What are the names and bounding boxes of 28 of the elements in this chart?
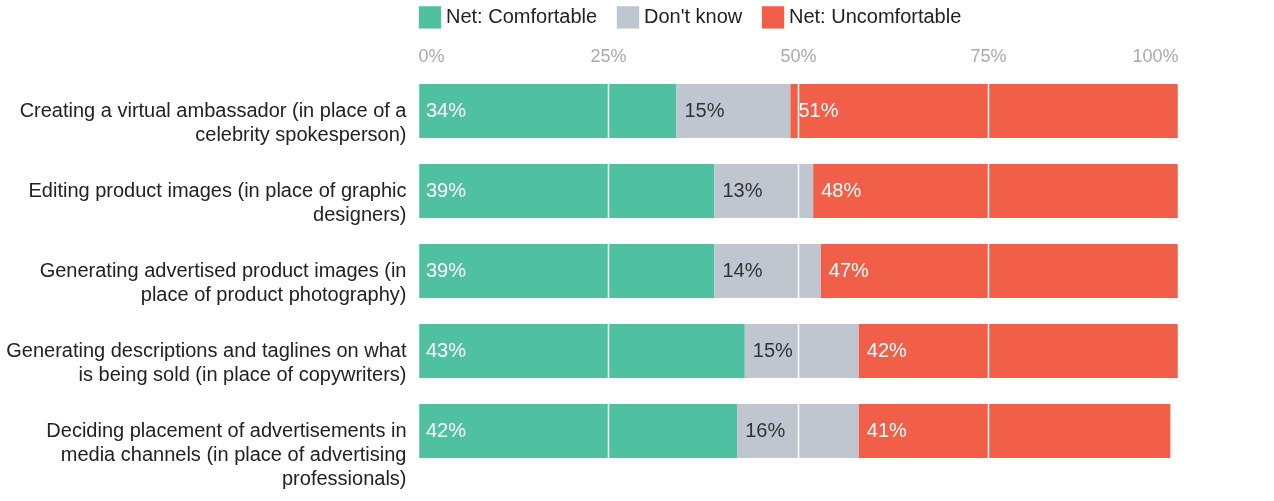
data-label: 15% xyxy=(752,339,794,361)
data-label: 48% xyxy=(821,179,862,201)
y-tick-label: Creating a virtual ambassador (in place of a celebrity spokesperson) xyxy=(19,99,408,145)
x-tick-label: 100% xyxy=(1132,45,1179,66)
x-tick-label: 50% xyxy=(780,45,817,66)
data-label: 15% xyxy=(684,99,725,121)
legend-label: Net: Uncomfortable xyxy=(789,5,962,28)
y-tick-label: Generating advertised product images (in place of product photography) xyxy=(39,259,407,305)
x-tick-label: 75% xyxy=(970,45,1007,66)
x-tick-label: 25% xyxy=(590,45,627,66)
data-label: 51% xyxy=(798,99,839,121)
legend-label: Net: Comfortable xyxy=(446,5,598,28)
data-label: 14% xyxy=(722,259,763,281)
data-label: 34% xyxy=(426,99,467,121)
data-label: 13% xyxy=(722,179,763,201)
data-label: 39% xyxy=(426,179,467,201)
data-label: 42% xyxy=(866,339,908,361)
data-label: 42% xyxy=(426,419,467,441)
data-label: 41% xyxy=(866,419,908,441)
data-label: 16% xyxy=(745,419,786,441)
data-label: 39% xyxy=(426,259,467,281)
data-label: 43% xyxy=(426,339,467,361)
legend-label: Don't know xyxy=(644,5,743,28)
y-tick-label: Deciding placement of advertisements in media channels (in place of advertising professionals) xyxy=(46,419,407,489)
y-tick-label: Editing product images (in place of graphic designers) xyxy=(28,179,407,225)
y-tick-label: Generating descriptions and taglines on what is being sold (in place of copywriters) xyxy=(6,339,407,385)
x-tick-label: 0% xyxy=(418,45,445,66)
data-label: 47% xyxy=(828,259,870,281)
